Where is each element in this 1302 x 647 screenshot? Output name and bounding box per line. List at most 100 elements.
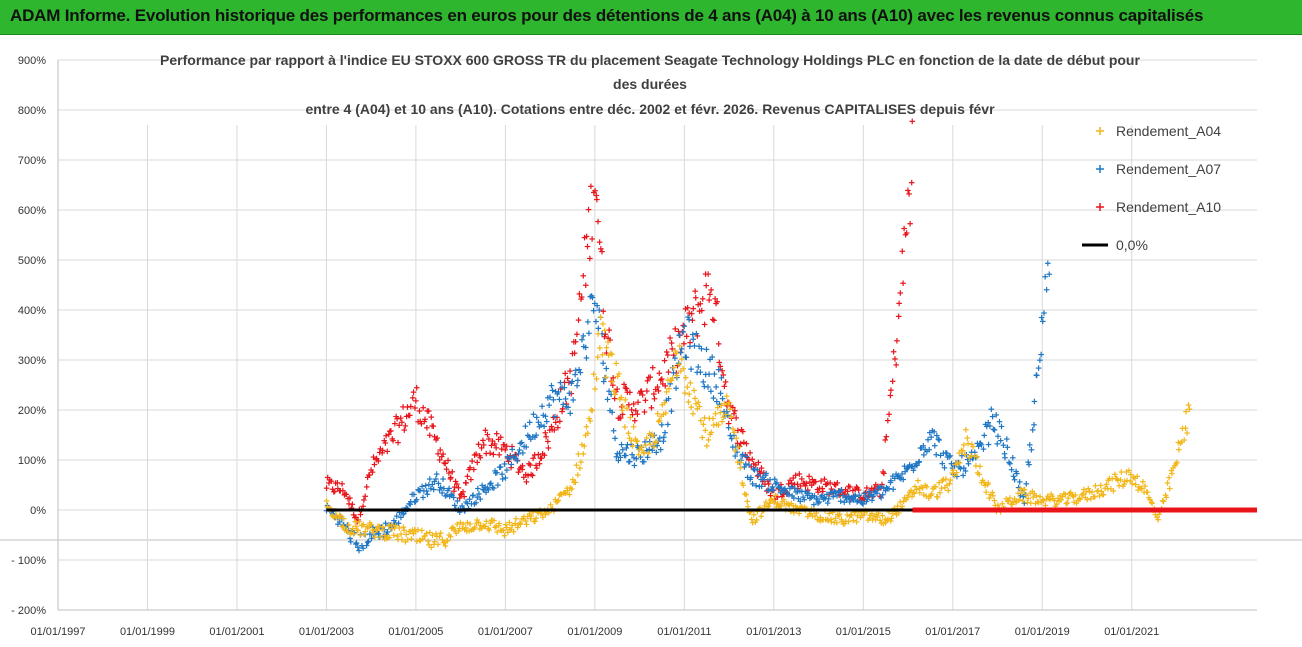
data-point-rendement-a07	[937, 452, 944, 459]
data-point-rendement-a10	[731, 410, 737, 417]
data-point-rendement-a04	[727, 406, 733, 413]
data-point-rendement-a04	[345, 522, 352, 528]
data-point-rendement-a07	[473, 499, 479, 506]
data-point-rendement-a07	[336, 519, 343, 525]
data-point-rendement-a07	[811, 493, 818, 499]
data-point-rendement-a10	[808, 482, 815, 489]
data-point-rendement-a04	[619, 407, 625, 414]
data-point-rendement-a10	[456, 495, 463, 501]
data-point-rendement-a07	[555, 389, 562, 395]
data-point-rendement-a07	[435, 480, 442, 487]
data-point-rendement-a04	[454, 521, 460, 527]
data-point-rendement-a04	[1097, 482, 1104, 489]
data-point-rendement-a04	[1019, 490, 1025, 496]
data-point-rendement-a10	[668, 340, 675, 346]
data-point-rendement-a07	[420, 494, 426, 501]
data-point-rendement-a10	[413, 384, 420, 391]
data-point-rendement-a04	[486, 527, 492, 533]
data-point-rendement-a04	[1084, 496, 1091, 503]
data-point-rendement-a10	[545, 438, 551, 445]
data-point-rendement-a10	[533, 465, 540, 471]
data-point-rendement-a04	[403, 531, 409, 538]
data-point-rendement-a10	[489, 438, 496, 444]
data-point-rendement-a04	[580, 451, 587, 457]
data-point-rendement-a10	[390, 437, 396, 444]
data-point-rendement-a04	[1016, 497, 1022, 503]
y-tick-label: - 100%	[11, 555, 46, 567]
data-point-rendement-a07	[586, 330, 592, 337]
data-point-rendement-a04	[995, 502, 1001, 508]
y-tick-label: 200%	[18, 405, 46, 417]
data-point-rendement-a10	[493, 445, 499, 451]
data-point-rendement-a04	[555, 497, 562, 504]
data-point-rendement-a07	[993, 412, 1000, 418]
data-point-rendement-a07	[572, 367, 579, 374]
data-point-rendement-a07	[476, 491, 482, 497]
data-point-rendement-a04	[523, 521, 530, 528]
data-point-rendement-a07	[770, 487, 777, 494]
data-point-rendement-a07	[428, 485, 434, 492]
data-point-rendement-a04	[348, 529, 355, 536]
data-point-rendement-a07	[961, 465, 967, 471]
data-point-rendement-a07	[947, 452, 953, 459]
data-point-rendement-a07	[426, 476, 433, 482]
data-point-rendement-a07	[725, 424, 732, 431]
data-point-rendement-a10	[746, 457, 752, 463]
data-point-rendement-a10	[907, 220, 913, 227]
data-point-rendement-a07	[543, 418, 550, 425]
data-point-rendement-a07	[791, 495, 797, 501]
data-point-rendement-a07	[539, 403, 545, 410]
data-point-rendement-a07	[499, 476, 506, 482]
data-point-rendement-a04	[491, 517, 497, 524]
data-point-rendement-a10	[881, 470, 887, 477]
legend-label: 0,0%	[1116, 237, 1148, 253]
data-point-rendement-a10	[463, 480, 469, 486]
data-point-rendement-a04	[377, 534, 384, 540]
data-point-rendement-a10	[796, 471, 803, 477]
data-point-rendement-a10	[647, 374, 654, 380]
data-point-rendement-a04	[433, 530, 439, 537]
data-point-rendement-a04	[620, 403, 626, 409]
data-point-rendement-a04	[991, 497, 998, 504]
data-point-rendement-a10	[406, 412, 413, 419]
data-point-rendement-a07	[933, 451, 940, 458]
data-point-rendement-a04	[1092, 483, 1099, 489]
data-point-rendement-a10	[334, 480, 341, 486]
data-point-rendement-a10	[467, 464, 473, 471]
data-point-rendement-a07	[448, 491, 454, 498]
data-point-rendement-a10	[435, 451, 441, 457]
data-point-rendement-a10	[548, 423, 555, 430]
chart-grid	[0, 59, 1302, 610]
data-point-rendement-a07	[552, 413, 558, 420]
data-point-rendement-a04	[854, 513, 861, 519]
data-point-rendement-a04	[845, 518, 852, 525]
data-point-rendement-a04	[586, 415, 592, 422]
data-point-rendement-a04	[603, 344, 610, 351]
data-point-rendement-a07	[494, 469, 500, 476]
data-point-rendement-a04	[401, 527, 408, 534]
data-point-rendement-a10	[482, 427, 489, 434]
data-point-rendement-a04	[569, 476, 576, 483]
data-point-rendement-a10	[601, 333, 608, 340]
data-point-rendement-a10	[564, 375, 571, 382]
data-point-rendement-a10	[701, 321, 708, 328]
data-point-rendement-a10	[638, 388, 645, 395]
data-point-rendement-a04	[368, 521, 375, 528]
data-point-rendement-a07	[834, 493, 840, 499]
data-point-rendement-a10	[447, 474, 454, 481]
data-point-rendement-a04	[572, 479, 579, 486]
data-point-rendement-a04	[1096, 493, 1103, 499]
data-point-rendement-a04	[622, 424, 628, 430]
data-point-rendement-a04	[373, 526, 380, 533]
data-point-rendement-a10	[437, 447, 444, 453]
data-point-rendement-a04	[710, 415, 716, 422]
y-tick-label: 900%	[18, 55, 46, 67]
data-point-rendement-a07	[975, 443, 982, 450]
data-point-rendement-a07	[384, 529, 391, 535]
data-point-rendement-a04	[408, 536, 415, 542]
data-point-rendement-a10	[360, 503, 366, 510]
data-point-rendement-a04	[737, 465, 744, 471]
data-point-rendement-a07	[1039, 318, 1046, 325]
data-point-rendement-a10	[416, 408, 423, 414]
data-point-rendement-a04	[812, 513, 818, 519]
